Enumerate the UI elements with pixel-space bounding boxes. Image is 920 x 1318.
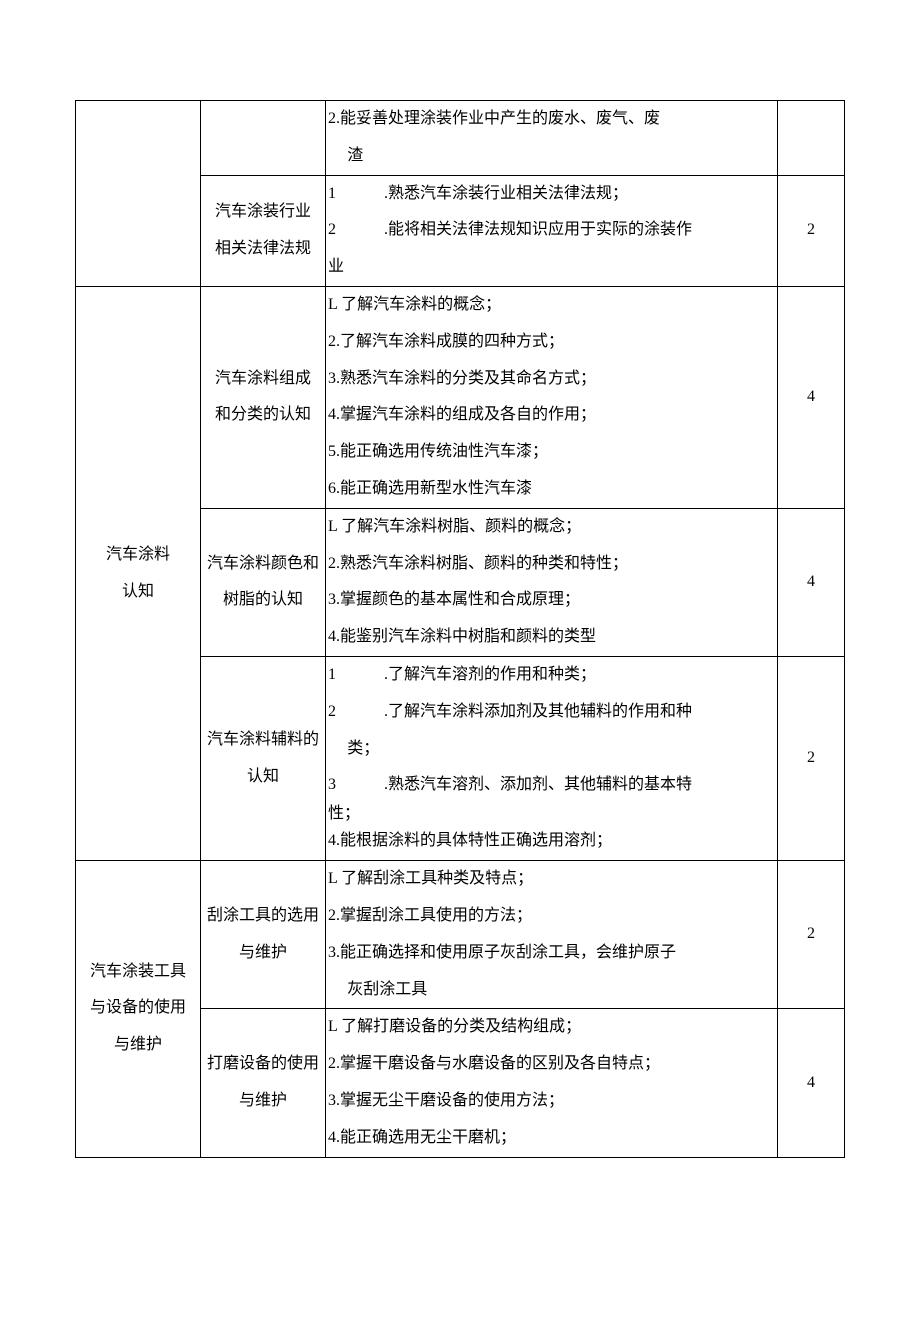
topic-line: 刮涂工具的选用 xyxy=(207,907,319,924)
objective-line: 1.了解汽车溶剂的作用和种类； xyxy=(328,657,775,694)
module-line: 与设备的使用 xyxy=(90,999,186,1016)
topic-line: 汽车涂料组成 xyxy=(215,370,311,387)
module-cell: 汽车涂装工具 与设备的使用 与维护 xyxy=(76,861,201,1157)
objectives-cell: L 了解刮涂工具种类及特点；2.掌握刮涂工具使用的方法；3.能正确选择和使用原子… xyxy=(326,861,778,1009)
objective-line: L 了解刮涂工具种类及特点； xyxy=(328,861,775,898)
module-line: 汽车涂装工具 xyxy=(90,963,186,980)
objective-line: 类； xyxy=(328,731,775,768)
objective-line: 3.能正确选择和使用原子灰刮涂工具，会维护原子 xyxy=(328,935,775,972)
topic-line: 认知 xyxy=(247,768,279,785)
topic-cell: 刮涂工具的选用 与维护 xyxy=(201,861,326,1009)
topic-line: 相关法律法规 xyxy=(215,240,311,257)
objective-line: 灰刮涂工具 xyxy=(328,972,775,1009)
topic-cell: 汽车涂料颜色和 树脂的认知 xyxy=(201,508,326,656)
objective-line: L 了解打磨设备的分类及结构组成； xyxy=(328,1009,775,1046)
topic-cell: 汽车涂料辅料的 认知 xyxy=(201,656,326,860)
hours-cell xyxy=(778,101,845,176)
module-line: 认知 xyxy=(122,583,154,600)
topic-line: 打磨设备的使用 xyxy=(207,1055,319,1072)
objectives-cell: L 了解打磨设备的分类及结构组成；2.掌握干磨设备与水磨设备的区别及各自特点；3… xyxy=(326,1009,778,1157)
objective-line: 2.能妥善处理涂装作业中产生的废水、废气、废 xyxy=(328,101,775,138)
objective-line: 2.掌握干磨设备与水磨设备的区别及各自特点； xyxy=(328,1046,775,1083)
topic-line: 汽车涂料颜色和 xyxy=(207,555,319,572)
objectives-cell: 2.能妥善处理涂装作业中产生的废水、废气、废渣 xyxy=(326,101,778,176)
hours-cell: 4 xyxy=(778,286,845,508)
objective-line: 3.掌握无尘干磨设备的使用方法； xyxy=(328,1083,775,1120)
table-row: 汽车涂料 认知 汽车涂料组成 和分类的认知 L 了解汽车涂料的概念；2.了解汽车… xyxy=(76,286,845,508)
objective-line: 4.能正确选用无尘干磨机； xyxy=(328,1120,775,1157)
objective-line: 3.掌握颜色的基本属性和合成原理； xyxy=(328,582,775,619)
objective-line: 4.掌握汽车涂料的组成及各自的作用； xyxy=(328,397,775,434)
hours-cell: 2 xyxy=(778,175,845,286)
document-page: 2.能妥善处理涂装作业中产生的废水、废气、废渣 汽车涂装行业 相关法律法规 1.… xyxy=(0,0,920,1318)
topic-line: 和分类的认知 xyxy=(215,406,311,423)
hours-cell: 2 xyxy=(778,656,845,860)
objectives-cell: 1.了解汽车溶剂的作用和种类；2.了解汽车涂料添加剂及其他辅料的作用和种类；3.… xyxy=(326,656,778,860)
topic-line: 与维护 xyxy=(239,1092,287,1109)
module-cell xyxy=(76,101,201,287)
objective-line: 1.熟悉汽车涂装行业相关法律法规； xyxy=(328,176,775,213)
objective-line: 3.熟悉汽车涂料的分类及其命名方式； xyxy=(328,361,775,398)
hours-cell: 2 xyxy=(778,861,845,1009)
curriculum-table: 2.能妥善处理涂装作业中产生的废水、废气、废渣 汽车涂装行业 相关法律法规 1.… xyxy=(75,100,845,1158)
hours-cell: 4 xyxy=(778,508,845,656)
objective-line: 渣 xyxy=(328,138,775,175)
topic-cell: 汽车涂装行业 相关法律法规 xyxy=(201,175,326,286)
objective-line: 2.了解汽车涂料成膜的四种方式； xyxy=(328,324,775,361)
objective-line: 性； xyxy=(328,804,775,823)
topic-cell: 打磨设备的使用 与维护 xyxy=(201,1009,326,1157)
topic-cell xyxy=(201,101,326,176)
objective-line: 4.能根据涂料的具体特性正确选用溶剂； xyxy=(328,823,775,860)
topic-line: 与维护 xyxy=(239,944,287,961)
objectives-cell: 1.熟悉汽车涂装行业相关法律法规；2.能将相关法律法规知识应用于实际的涂装作业 xyxy=(326,175,778,286)
table-row: 汽车涂装工具 与设备的使用 与维护 刮涂工具的选用 与维护 L 了解刮涂工具种类… xyxy=(76,861,845,1009)
objective-line: 业 xyxy=(328,249,775,286)
table-row: 2.能妥善处理涂装作业中产生的废水、废气、废渣 xyxy=(76,101,845,176)
objective-line: 4.能鉴别汽车涂料中树脂和颜料的类型 xyxy=(328,619,775,656)
module-line: 与维护 xyxy=(114,1036,162,1053)
objective-line: 2.了解汽车涂料添加剂及其他辅料的作用和种 xyxy=(328,694,775,731)
topic-line: 汽车涂料辅料的 xyxy=(207,731,319,748)
objective-line: 2.熟悉汽车涂料树脂、颜料的种类和特性； xyxy=(328,546,775,583)
module-cell: 汽车涂料 认知 xyxy=(76,286,201,860)
module-line: 汽车涂料 xyxy=(106,546,170,563)
topic-line: 树脂的认知 xyxy=(223,591,303,608)
objectives-cell: L 了解汽车涂料树脂、颜料的概念；2.熟悉汽车涂料树脂、颜料的种类和特性；3.掌… xyxy=(326,508,778,656)
objective-line: 3.熟悉汽车溶剂、添加剂、其他辅料的基本特 xyxy=(328,767,775,804)
objective-line: 2.掌握刮涂工具使用的方法； xyxy=(328,898,775,935)
objective-line: 5.能正确选用传统油性汽车漆； xyxy=(328,434,775,471)
objectives-cell: L 了解汽车涂料的概念；2.了解汽车涂料成膜的四种方式；3.熟悉汽车涂料的分类及… xyxy=(326,286,778,508)
objective-line: L 了解汽车涂料的概念； xyxy=(328,287,775,324)
hours-cell: 4 xyxy=(778,1009,845,1157)
topic-cell: 汽车涂料组成 和分类的认知 xyxy=(201,286,326,508)
topic-line: 汽车涂装行业 xyxy=(215,203,311,220)
objective-line: L 了解汽车涂料树脂、颜料的概念； xyxy=(328,509,775,546)
objective-line: 2.能将相关法律法规知识应用于实际的涂装作 xyxy=(328,212,775,249)
objective-line: 6.能正确选用新型水性汽车漆 xyxy=(328,471,775,508)
